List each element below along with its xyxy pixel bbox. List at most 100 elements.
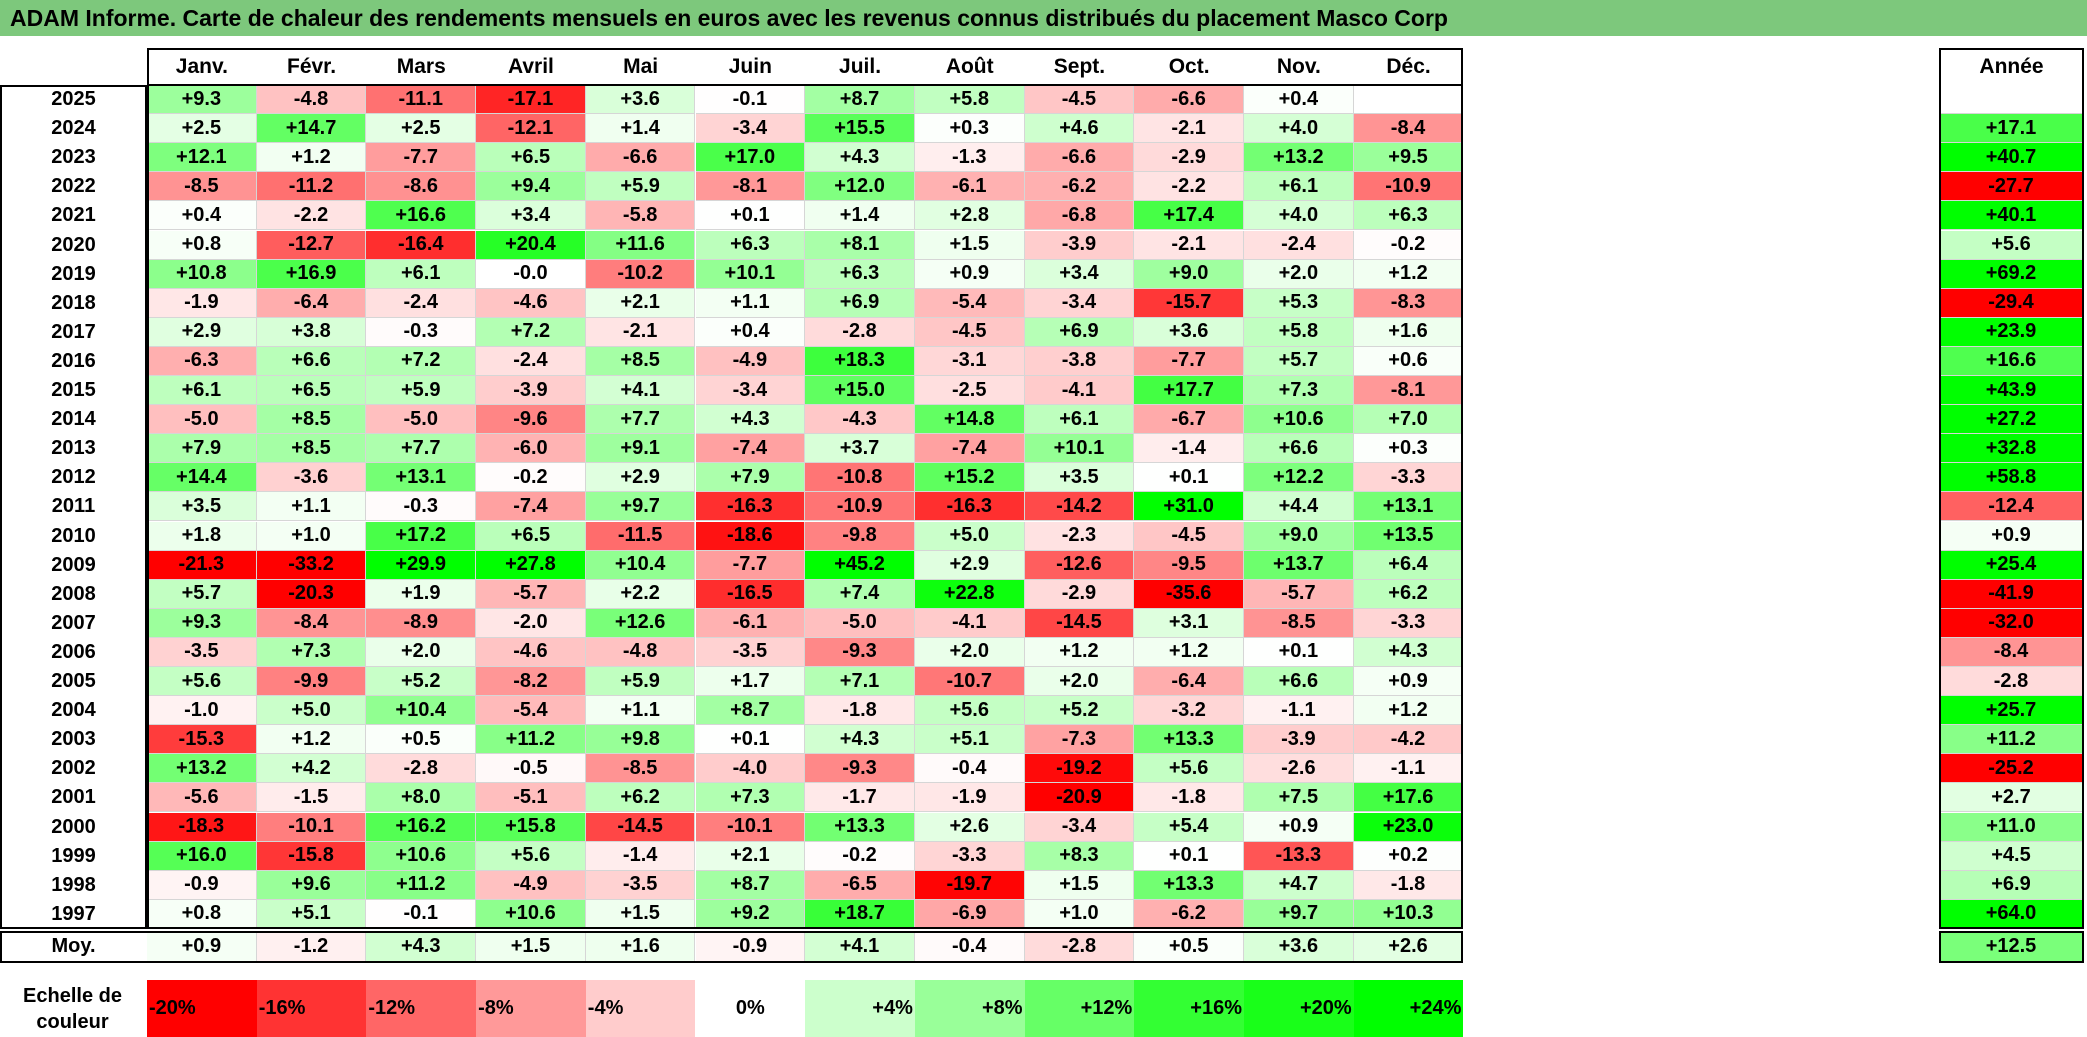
annual-cell: -8.4 bbox=[1939, 637, 2084, 667]
heatmap-cell: +5.9 bbox=[585, 667, 696, 697]
heatmap-cell: +2.0 bbox=[1024, 667, 1135, 697]
heatmap-cell: +6.2 bbox=[1353, 579, 1464, 609]
annual-cell: +23.9 bbox=[1939, 317, 2084, 347]
heatmap-cell: +15.2 bbox=[914, 463, 1025, 493]
heatmap-cell: -12.7 bbox=[256, 230, 367, 260]
heatmap-cell: +6.6 bbox=[1244, 434, 1354, 464]
heatmap-cell: -4.9 bbox=[476, 870, 586, 900]
year-label: 2007 bbox=[51, 611, 96, 634]
heatmap-cell: -35.6 bbox=[1134, 579, 1244, 609]
average-cell: +1.5 bbox=[476, 930, 586, 963]
heatmap-cell: -4.3 bbox=[805, 405, 915, 435]
annual-cell: +69.2 bbox=[1939, 259, 2084, 289]
heatmap-cell: -1.8 bbox=[1134, 783, 1244, 813]
heatmap-cell: +29.9 bbox=[366, 550, 477, 580]
heatmap-cell: +2.1 bbox=[585, 288, 696, 318]
heatmap-cell: +3.7 bbox=[805, 434, 915, 464]
heatmap-cell: +7.4 bbox=[805, 579, 915, 609]
heatmap-cell: -18.6 bbox=[695, 521, 806, 551]
heatmap-cell: -8.2 bbox=[476, 667, 586, 697]
annual-cell: +5.6 bbox=[1939, 230, 2084, 260]
month-header: Mai bbox=[623, 54, 659, 78]
heatmap-cell: -0.9 bbox=[147, 870, 257, 900]
heatmap-cell: +2.9 bbox=[914, 550, 1025, 580]
heatmap-cell: +5.6 bbox=[1134, 754, 1244, 784]
heatmap-cell: +6.1 bbox=[1244, 172, 1354, 202]
average-cell: +4.3 bbox=[366, 930, 477, 963]
heatmap-cell: +17.0 bbox=[695, 143, 806, 173]
heatmap-cell: +7.9 bbox=[147, 434, 257, 464]
heatmap-cell: -8.1 bbox=[695, 172, 806, 202]
heatmap-cell: -1.5 bbox=[256, 783, 367, 813]
heatmap-cell: +2.0 bbox=[914, 637, 1025, 667]
heatmap-cell: -10.8 bbox=[805, 463, 915, 493]
heatmap-cell: +15.8 bbox=[476, 812, 586, 842]
average-cell: -1.2 bbox=[256, 930, 367, 963]
heatmap-cell: +1.0 bbox=[256, 521, 367, 551]
heatmap-cell: -20.9 bbox=[1024, 783, 1135, 813]
annual-cell: +6.9 bbox=[1939, 870, 2084, 900]
year-label: 2020 bbox=[51, 233, 96, 256]
chart-title: ADAM Informe. Carte de chaleur des rende… bbox=[0, 0, 2087, 36]
heatmap-cell: -7.7 bbox=[695, 550, 806, 580]
heatmap-cell: +0.1 bbox=[695, 201, 806, 231]
heatmap-cell: -3.1 bbox=[914, 346, 1025, 376]
heatmap-cell: +4.7 bbox=[1244, 870, 1354, 900]
heatmap-cell: -16.4 bbox=[366, 230, 477, 260]
heatmap-cell: +10.4 bbox=[366, 696, 477, 726]
heatmap-cell: -2.9 bbox=[1024, 579, 1135, 609]
heatmap-cell: +6.5 bbox=[476, 143, 586, 173]
heatmap-cell: +6.1 bbox=[1024, 405, 1135, 435]
heatmap-cell: -0.2 bbox=[1353, 230, 1464, 260]
heatmap-cell: +8.0 bbox=[366, 783, 477, 813]
heatmap-cell: +7.3 bbox=[1244, 376, 1354, 406]
heatmap-cell: +0.9 bbox=[1244, 812, 1354, 842]
heatmap-cell: +13.3 bbox=[1134, 725, 1244, 755]
year-label: 2019 bbox=[51, 262, 96, 285]
heatmap-cell: +6.5 bbox=[256, 376, 367, 406]
heatmap-cell: +7.2 bbox=[476, 317, 586, 347]
heatmap-cell: +17.4 bbox=[1134, 201, 1244, 231]
heatmap-cell: +4.0 bbox=[1244, 201, 1354, 231]
heatmap-cell: +1.5 bbox=[914, 230, 1025, 260]
annual-cell: +32.8 bbox=[1939, 434, 2084, 464]
heatmap-cell: +8.7 bbox=[805, 85, 915, 115]
heatmap-cell: +0.9 bbox=[914, 259, 1025, 289]
heatmap-cell: -2.0 bbox=[476, 608, 586, 638]
heatmap-cell: -7.4 bbox=[914, 434, 1025, 464]
legend-swatch: -20% bbox=[147, 980, 257, 1037]
heatmap-cell: -5.0 bbox=[805, 608, 915, 638]
heatmap-cell: -3.8 bbox=[1024, 346, 1135, 376]
heatmap-cell: -3.4 bbox=[695, 114, 806, 144]
heatmap-cell: +1.7 bbox=[695, 667, 806, 697]
heatmap-cell: +7.1 bbox=[805, 667, 915, 697]
legend-label: Echelle de couleur bbox=[23, 984, 122, 1033]
heatmap-cell: +5.3 bbox=[1244, 288, 1354, 318]
heatmap-cell: +45.2 bbox=[805, 550, 915, 580]
heatmap-cell: +6.9 bbox=[805, 288, 915, 318]
heatmap-cell: -8.5 bbox=[1244, 608, 1354, 638]
legend-swatch: +8% bbox=[914, 980, 1025, 1037]
year-label: 2006 bbox=[51, 640, 96, 663]
heatmap-cell: +0.3 bbox=[914, 114, 1025, 144]
average-cell: +3.6 bbox=[1244, 930, 1354, 963]
year-label: 2012 bbox=[51, 466, 96, 489]
heatmap-cell: -3.3 bbox=[1353, 608, 1464, 638]
heatmap-cell: +3.6 bbox=[1134, 317, 1244, 347]
heatmap-cell: -3.4 bbox=[695, 376, 806, 406]
heatmap-cell: +9.1 bbox=[585, 434, 696, 464]
heatmap-cell: -9.9 bbox=[256, 667, 367, 697]
heatmap-cell: +5.2 bbox=[1024, 696, 1135, 726]
average-cell: -2.8 bbox=[1024, 930, 1135, 963]
average-cell: +0.5 bbox=[1134, 930, 1244, 963]
heatmap-cell: -1.9 bbox=[914, 783, 1025, 813]
heatmap-cell: -18.3 bbox=[147, 812, 257, 842]
heatmap-cell: +1.4 bbox=[585, 114, 696, 144]
heatmap-cell: -4.5 bbox=[914, 317, 1025, 347]
heatmap-cell: -1.1 bbox=[1353, 754, 1464, 784]
month-header: Juil. bbox=[839, 54, 882, 78]
heatmap-cell: -3.5 bbox=[695, 637, 806, 667]
heatmap-cell: -14.5 bbox=[585, 812, 696, 842]
year-label: 1999 bbox=[51, 844, 96, 867]
heatmap-cell: +1.9 bbox=[366, 579, 477, 609]
